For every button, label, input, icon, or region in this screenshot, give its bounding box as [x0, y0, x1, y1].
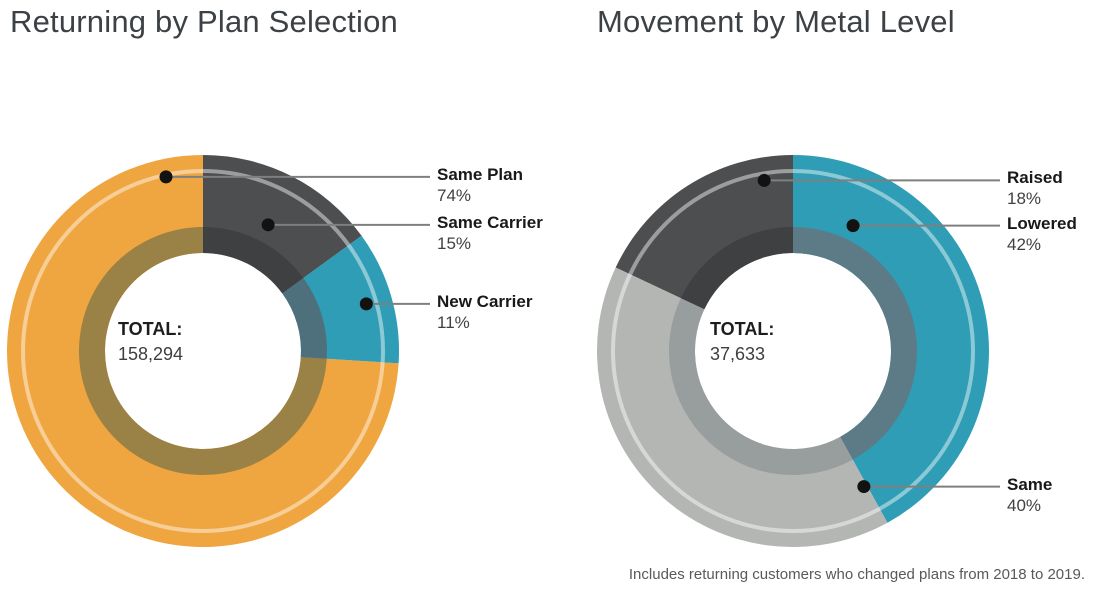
donut-inner-ring-same — [669, 298, 853, 475]
total-value: 158,294 — [118, 344, 184, 364]
donut-slice-raised — [615, 155, 793, 310]
callout-dot-same-plan — [159, 170, 173, 184]
callout-label: New Carrier — [437, 292, 533, 311]
callout-dot-new-carrier — [359, 297, 373, 311]
chart-title-metal-level: Movement by Metal Level — [597, 4, 955, 39]
callout-same-plan: Same Plan 74% — [437, 164, 523, 206]
total-label: TOTAL: — [118, 319, 183, 339]
callout-value: 15% — [437, 234, 472, 253]
callout-new-carrier: New Carrier 11% — [437, 291, 532, 333]
callout-value: 18% — [1007, 189, 1042, 208]
callout-label: Same — [1007, 475, 1053, 494]
callout-same: Same 40% — [1007, 474, 1052, 516]
callout-raised: Raised 18% — [1007, 167, 1063, 209]
total-value: 37,633 — [710, 344, 766, 364]
chart-title-plan-selection: Returning by Plan Selection — [10, 4, 398, 39]
donut-inner-ring-new-carrier — [282, 278, 327, 359]
callout-lowered: Lowered 42% — [1007, 213, 1077, 255]
total-metal-level: TOTAL: 37,633 — [710, 317, 774, 367]
total-label: TOTAL: — [710, 319, 775, 339]
donut-inner-ring-raised — [680, 227, 793, 310]
callout-value: 11% — [437, 313, 470, 332]
callout-label: Lowered — [1007, 214, 1077, 233]
callout-value: 40% — [1007, 496, 1042, 515]
donut-inner-ring-same-carrier — [203, 227, 304, 294]
callout-value: 74% — [437, 186, 472, 205]
callout-same-carrier: Same Carrier 15% — [437, 212, 543, 254]
callout-dot-lowered — [846, 219, 860, 233]
callout-value: 42% — [1007, 235, 1042, 254]
donut-slice-same — [597, 267, 888, 547]
callout-dot-same-carrier — [261, 218, 275, 232]
callout-label: Same Carrier — [437, 213, 543, 232]
callout-dot-same — [857, 480, 871, 494]
donut-inner-ring-lowered — [793, 227, 917, 460]
highlight-ring — [611, 169, 975, 533]
callout-label: Same Plan — [437, 165, 523, 184]
callout-dot-raised — [757, 173, 771, 187]
footnote: Includes returning customers who changed… — [628, 566, 1085, 583]
total-plan-selection: TOTAL: 158,294 — [118, 317, 183, 367]
donut-slice-same-plan — [6, 155, 399, 547]
callout-label: Raised — [1007, 168, 1063, 187]
highlight-ring — [21, 169, 385, 533]
